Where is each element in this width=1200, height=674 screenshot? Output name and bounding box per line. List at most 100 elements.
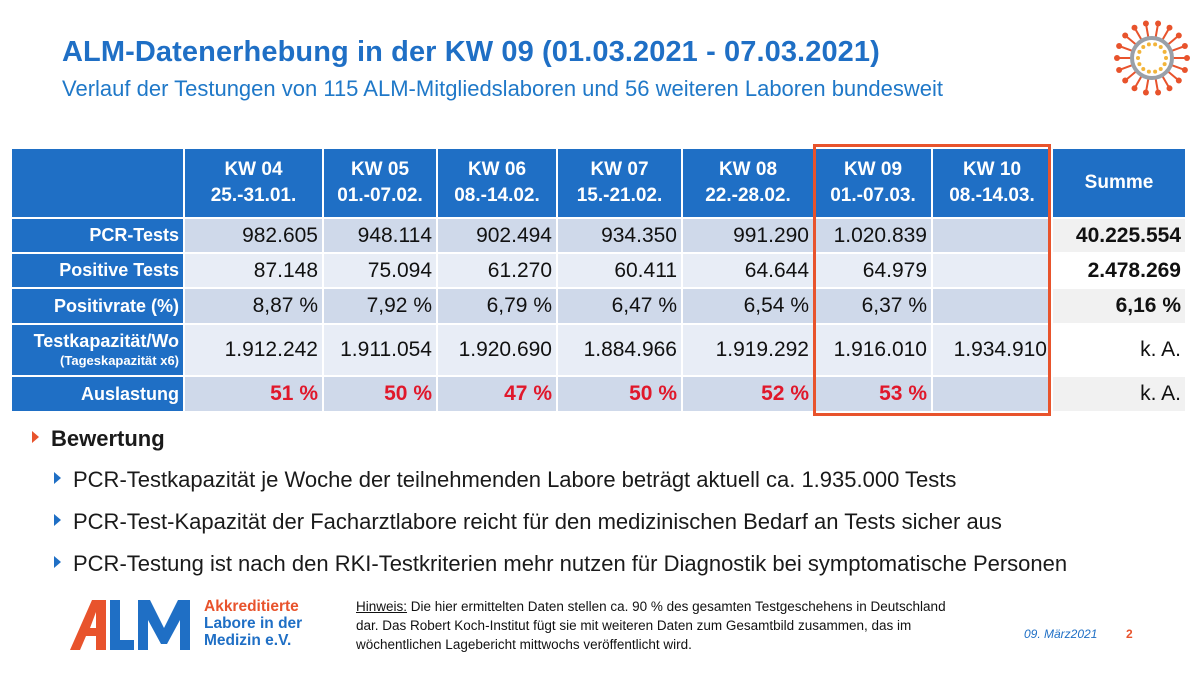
row-label-main: Testkapazität/Wo — [33, 331, 179, 351]
table-cell: 948.114 — [322, 217, 438, 254]
logo-line: Medizin e.V. — [204, 632, 292, 649]
alm-logo-text: Akkreditierte Labore in der Medizin e.V. — [204, 598, 302, 649]
assessment-point: PCR-Test-Kapazität der Facharztlabore re… — [54, 509, 1002, 535]
testing-table: KW 04 25.-31.01. KW 05 01.-07.02. KW 06 08.… — [10, 147, 1187, 413]
col-header: KW 06 08.-14.02. — [436, 147, 558, 219]
table-cell-sum: 2.478.269 — [1051, 252, 1187, 289]
col-header: KW 07 15.-21.02. — [556, 147, 683, 219]
table-cell: 52 % — [681, 375, 815, 413]
page-title: ALM-Datenerhebung in der KW 09 (01.03.20… — [62, 36, 880, 68]
table-cell: 902.494 — [436, 217, 558, 254]
table-row: Testkapazität/Wo (Tageskapazität x6) 1.9… — [10, 323, 1187, 377]
table-cell-sum: 6,16 % — [1051, 287, 1187, 325]
table-cell: 50 % — [322, 375, 438, 413]
table-cell: 50 % — [556, 375, 683, 413]
table-cell — [931, 287, 1053, 325]
row-label: Positivrate (%) — [10, 287, 185, 325]
assessment-point: PCR-Testkapazität je Woche der teilnehme… — [54, 467, 956, 493]
col-header: KW 04 25.-31.01. — [183, 147, 324, 219]
row-label-sub: (Tageskapazität x6) — [60, 353, 179, 368]
col-range: 22.-28.02. — [705, 185, 791, 206]
table-cell-sum: 40.225.554 — [1051, 217, 1187, 254]
row-label: Auslastung — [10, 375, 185, 413]
col-kw: KW 04 — [224, 159, 283, 181]
table-cell: 1.919.292 — [681, 323, 815, 377]
table-cell: 934.350 — [556, 217, 683, 254]
col-kw: KW 06 — [467, 159, 527, 181]
alm-logo-mark — [70, 600, 190, 650]
footnote: Hinweis: Die hier ermittelten Daten stel… — [356, 597, 956, 654]
bullet-arrow-icon — [54, 472, 61, 484]
table-cell: 991.290 — [681, 217, 815, 254]
table-cell: 8,87 % — [183, 287, 324, 325]
table-header-row: KW 04 25.-31.01. KW 05 01.-07.02. KW 06 08.… — [10, 147, 1187, 219]
col-range: 08.-14.03. — [949, 185, 1035, 206]
col-kw: KW 09 — [843, 159, 903, 181]
bullet-arrow-icon — [54, 556, 61, 568]
bullet-arrow-icon — [54, 514, 61, 526]
table-cell: 47 % — [436, 375, 558, 413]
footnote-label: Hinweis: — [356, 599, 408, 614]
table-cell: 1.912.242 — [183, 323, 324, 377]
table-cell: 6,79 % — [436, 287, 558, 325]
table-cell: 51 % — [183, 375, 324, 413]
table-cell: 1.934.910 — [931, 323, 1053, 377]
table-cell: 6,37 % — [813, 287, 933, 325]
page-subtitle: Verlauf der Testungen von 115 ALM-Mitgli… — [62, 76, 943, 101]
table-cell: 1.911.054 — [322, 323, 438, 377]
table-cell: 7,92 % — [322, 287, 438, 325]
logo-line: Akkreditierte — [204, 598, 299, 615]
table-cell: 64.644 — [681, 252, 815, 289]
footnote-text: Die hier ermittelten Daten stellen ca. 9… — [356, 599, 946, 652]
table-cell: 1.916.010 — [813, 323, 933, 377]
table-row: Positive Tests 87.148 75.094 61.270 60.4… — [10, 252, 1187, 289]
table-cell: 1.884.966 — [556, 323, 683, 377]
alm-logo: Akkreditierte Labore in der Medizin e.V. — [70, 596, 320, 652]
col-header: KW 05 01.-07.02. — [322, 147, 438, 219]
table-cell: 1.920.690 — [436, 323, 558, 377]
table-cell: 982.605 — [183, 217, 324, 254]
col-header: KW 08 22.-28.02. — [681, 147, 815, 219]
col-range: 15.-21.02. — [576, 185, 663, 206]
col-range: 01.-07.03. — [830, 185, 916, 206]
logo-line: Labore in der — [204, 615, 303, 632]
assessment-point-text: PCR-Test-Kapazität der Facharztlabore re… — [73, 509, 1002, 534]
col-kw: KW 05 — [350, 159, 410, 181]
table-cell: 87.148 — [183, 252, 324, 289]
assessment-point: PCR-Testung ist nach den RKI-Testkriteri… — [54, 551, 1067, 577]
assessment-heading-text: Bewertung — [51, 426, 165, 451]
assessment-point-text: PCR-Testkapazität je Woche der teilnehme… — [73, 467, 957, 492]
table-cell: 75.094 — [322, 252, 438, 289]
page-number: 2 — [1126, 627, 1133, 641]
col-range: 01.-07.02. — [337, 185, 423, 206]
row-label: PCR-Tests — [10, 217, 185, 254]
table-cell: 60.411 — [556, 252, 683, 289]
table-cell — [931, 375, 1053, 413]
col-header: KW 09 01.-07.03. — [813, 147, 933, 219]
table-row: PCR-Tests 982.605 948.114 902.494 934.35… — [10, 217, 1187, 254]
table-row: Positivrate (%) 8,87 % 7,92 % 6,79 % 6,4… — [10, 287, 1187, 325]
row-label: Positive Tests — [10, 252, 185, 289]
col-kw: KW 07 — [590, 159, 649, 181]
assessment-heading: Bewertung — [32, 426, 165, 452]
virus-icon — [1114, 20, 1190, 96]
table-cell: 1.020.839 — [813, 217, 933, 254]
col-range: 25.-31.01. — [210, 185, 297, 206]
col-header-sum: Summe — [1051, 147, 1187, 219]
col-range: 08.-14.02. — [454, 185, 540, 206]
slide-date: 09. März2021 — [1024, 627, 1098, 641]
table-cell: 64.979 — [813, 252, 933, 289]
bullet-arrow-icon — [32, 431, 39, 443]
assessment-point-text: PCR-Testung ist nach den RKI-Testkriteri… — [73, 551, 1068, 576]
col-kw: KW 08 — [718, 159, 778, 181]
table-cell — [931, 252, 1053, 289]
table-cell: 61.270 — [436, 252, 558, 289]
table-cell: 6,54 % — [681, 287, 815, 325]
table-cell-sum: k. A. — [1051, 323, 1187, 377]
table-cell-sum: k. A. — [1051, 375, 1187, 413]
col-header: KW 10 08.-14.03. — [931, 147, 1053, 219]
col-kw: KW 10 — [962, 159, 1022, 181]
table-cell — [931, 217, 1053, 254]
row-label: Testkapazität/Wo (Tageskapazität x6) — [10, 323, 185, 377]
